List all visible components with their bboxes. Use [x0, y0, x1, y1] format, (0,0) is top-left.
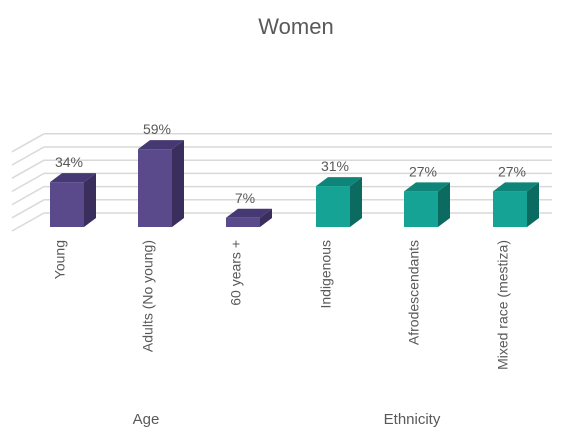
group-label-ethnicity: Ethnicity	[384, 411, 441, 428]
bar-top	[226, 208, 272, 218]
category-label: Young	[52, 240, 68, 279]
bar-top	[138, 140, 184, 150]
gridline-depth	[11, 146, 45, 166]
data-label: 34%	[55, 154, 83, 170]
bar-front	[493, 191, 527, 227]
bar-side	[527, 182, 539, 227]
chart-title: Women	[258, 14, 333, 39]
bar-top	[50, 173, 96, 183]
bar-side	[260, 208, 272, 227]
bar-side	[172, 140, 184, 227]
gridline-depth	[11, 159, 45, 179]
bar-front	[316, 186, 350, 227]
bar-side	[438, 182, 450, 227]
category-label: Mixed race (mestiza)	[495, 240, 511, 370]
group-labels: Age Ethnicity	[133, 411, 441, 428]
bar-young	[50, 173, 96, 227]
gridline-depth	[11, 185, 45, 206]
bar-front	[50, 182, 84, 227]
data-label: 27%	[498, 163, 526, 179]
group-label-age: Age	[133, 411, 160, 428]
gridline-depth	[11, 172, 45, 193]
data-label: 7%	[235, 190, 255, 206]
category-label: Indigenous	[318, 240, 334, 309]
category-label: 60 years +	[228, 240, 244, 306]
category-label: Adults (No young)	[140, 240, 156, 352]
gridline-depth	[11, 199, 45, 219]
bar-top	[316, 177, 362, 187]
bar-top	[404, 182, 450, 192]
bar-side	[350, 177, 362, 227]
bar-front	[404, 191, 438, 227]
bar-front	[226, 217, 260, 227]
data-label: 27%	[409, 163, 437, 179]
gridline-depth	[11, 133, 45, 153]
bar-side	[84, 173, 96, 227]
data-labels: 34% 59% 7% 31% 27% 27%	[55, 121, 526, 206]
bar-adults-no-young	[138, 140, 184, 227]
bars	[50, 140, 539, 227]
bar-front	[138, 149, 172, 227]
bar-top	[493, 182, 539, 192]
bar-60-years	[226, 208, 272, 227]
gridlines	[11, 133, 552, 232]
gridline-depth	[11, 212, 45, 232]
bar-indigenous	[316, 177, 362, 227]
bar-afrodescendants	[404, 182, 450, 227]
category-labels: Young Adults (No young) 60 years + Indigeno…	[52, 240, 511, 370]
bar-mixed-race-mestiza	[493, 182, 539, 227]
category-label: Afrodescendants	[406, 240, 422, 345]
data-label: 59%	[143, 121, 171, 137]
data-label: 31%	[321, 158, 349, 174]
